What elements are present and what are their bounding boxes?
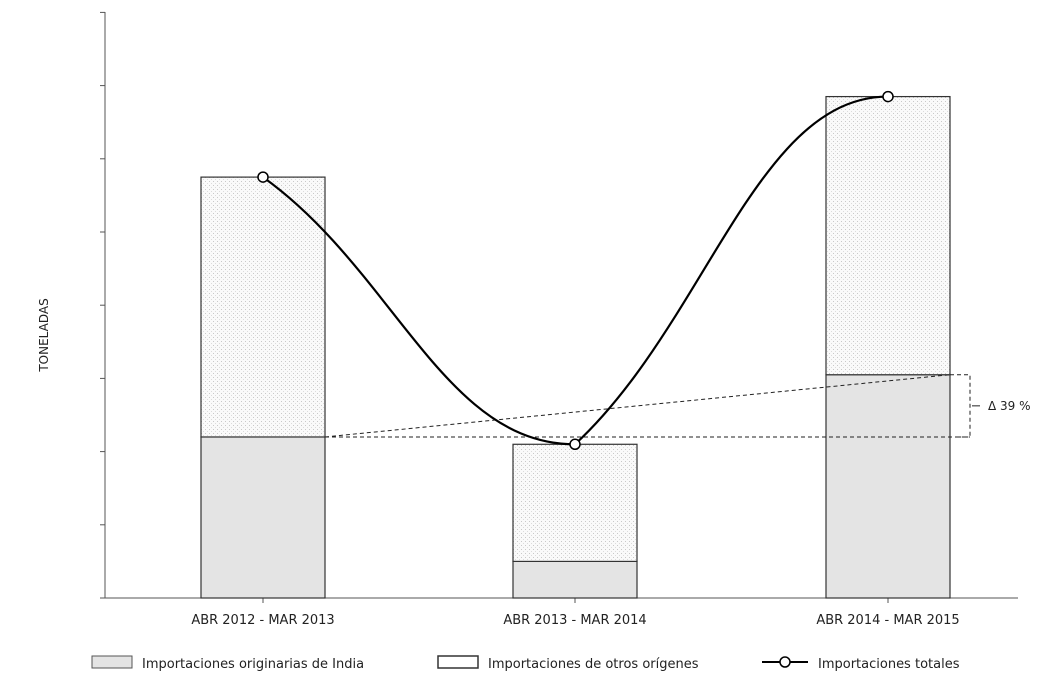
legend-marker-total bbox=[779, 656, 791, 668]
legend-label-otros: Importaciones de otros orígenes bbox=[488, 657, 699, 672]
legend-label-total: Importaciones totales bbox=[818, 657, 960, 672]
x-tick-label: ABR 2014 - MAR 2015 bbox=[816, 613, 959, 628]
delta-annotation: Δ 39 % bbox=[988, 399, 1031, 413]
total-point bbox=[257, 171, 269, 183]
x-tick-label: ABR 2013 - MAR 2014 bbox=[503, 613, 646, 628]
total-point bbox=[569, 438, 581, 451]
bar-otros bbox=[825, 95, 951, 376]
bar-otros bbox=[512, 443, 638, 563]
bar-india bbox=[825, 374, 951, 599]
legend-swatch-otros bbox=[437, 655, 479, 669]
bar-india bbox=[200, 436, 326, 599]
bar-otros bbox=[200, 176, 326, 438]
total-line bbox=[262, 95, 889, 446]
x-tick-label: ABR 2012 - MAR 2013 bbox=[191, 613, 334, 628]
bar-india bbox=[512, 560, 638, 599]
delta-bracket bbox=[950, 374, 971, 438]
total-point bbox=[882, 90, 894, 103]
y-axis-label: TONELADAS bbox=[37, 298, 51, 372]
legend-swatch-india bbox=[91, 655, 133, 669]
legend-label-india: Importaciones originarias de India bbox=[142, 657, 364, 672]
